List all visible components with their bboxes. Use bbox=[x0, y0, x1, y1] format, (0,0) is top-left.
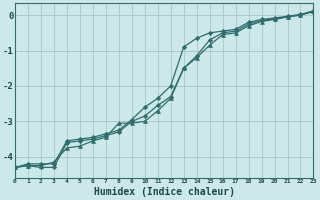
X-axis label: Humidex (Indice chaleur): Humidex (Indice chaleur) bbox=[94, 187, 235, 197]
